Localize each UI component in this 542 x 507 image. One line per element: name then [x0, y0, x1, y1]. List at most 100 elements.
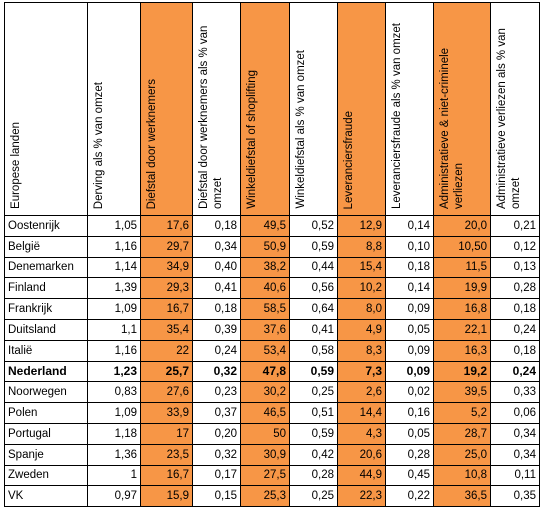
table-body: Oostenrijk 1,05 17,6 0,18 49,5 0,52 12,9 0,14 20… — [4, 215, 540, 507]
value-cell: 14,4 — [337, 402, 386, 424]
country-cell: Frankrijk — [4, 298, 88, 320]
value-cell: 1 — [87, 464, 141, 487]
country-cell: Polen — [4, 402, 88, 424]
value-cell: 10,2 — [337, 277, 386, 300]
value-cell: 0,97 — [87, 485, 141, 507]
value-cell: 1,09 — [87, 402, 141, 424]
value-cell: 38,2 — [240, 256, 290, 279]
column-header: Administratieve verliezen als % van omze… — [490, 2, 540, 216]
value-cell: 25,0 — [433, 443, 491, 466]
table-row: Portugal 1,18 17 0,20 50 0,59 4,3 0,05 28,7 0,34 — [4, 422, 540, 445]
table-row: Zweden 1 16,7 0,17 27,5 0,28 44,9 0,45 10,8 0,11 — [4, 464, 540, 487]
column-header-text: Leveranciersfraude als % van omzet — [391, 22, 403, 209]
value-cell: 50,9 — [240, 235, 290, 258]
value-cell: 0,21 — [490, 215, 540, 237]
country-cell: Zweden — [4, 464, 88, 487]
value-cell: 1,16 — [87, 235, 141, 258]
value-cell: 16,7 — [140, 298, 193, 320]
value-cell: 8,3 — [337, 339, 386, 362]
column-header-text: Diefstal door werknemers — [146, 78, 158, 209]
column-header: Europese landen — [4, 2, 88, 216]
value-cell: 19,2 — [433, 360, 491, 383]
value-cell: 0,40 — [192, 256, 241, 279]
column-header: Diefstal door werknemers als % van omzet — [192, 2, 241, 216]
value-cell: 0,09 — [385, 298, 434, 320]
table-row: Finland 1,39 29,3 0,41 40,6 0,56 10,2 0,14 19,9 0… — [4, 277, 540, 300]
value-cell: 27,6 — [140, 381, 193, 404]
value-cell: 0,35 — [490, 485, 540, 507]
table-row: Italië 1,16 22 0,24 53,4 0,58 8,3 0,09 16,3 0,18 — [4, 339, 540, 362]
value-cell: 0,41 — [289, 318, 338, 341]
column-header: Leveranciersfraude — [337, 2, 386, 216]
table-row: België 1,16 29,7 0,34 50,9 0,59 8,8 0,10 10,50 0,… — [4, 235, 540, 258]
country-cell: Spanje — [4, 443, 88, 466]
column-header: Winkeldiefstal of shoplifting — [240, 2, 290, 216]
table-row: Polen 1,09 33,9 0,37 46,5 0,51 14,4 0,16 5,2 0,06 — [4, 402, 540, 424]
value-cell: 0,42 — [289, 443, 338, 466]
value-cell: 19,9 — [433, 277, 491, 300]
data-table: Europese landen Derving als % van omzet Di… — [4, 2, 540, 507]
value-cell: 0,02 — [385, 381, 434, 404]
value-cell: 1,14 — [87, 256, 141, 279]
table-row: Denemarken 1,14 34,9 0,40 38,2 0,44 15,4 0,18 11… — [4, 256, 540, 279]
value-cell: 0,20 — [192, 422, 241, 445]
value-cell: 0,28 — [490, 277, 540, 300]
table-row: Oostenrijk 1,05 17,6 0,18 49,5 0,52 12,9 0,14 20… — [4, 215, 540, 237]
value-cell: 4,9 — [337, 318, 386, 341]
country-cell: Nederland — [4, 360, 88, 383]
table-row: Noorwegen 0,83 27,6 0,23 30,2 0,25 2,6 0,02 39,5… — [4, 381, 540, 404]
column-header-text: Administratieve & niet-criminele verliez… — [439, 47, 465, 209]
column-header: Derving als % van omzet — [87, 2, 141, 216]
value-cell: 0,23 — [192, 381, 241, 404]
value-cell: 35,4 — [140, 318, 193, 341]
country-cell: België — [4, 235, 88, 258]
column-header: Administratieve & niet-criminele verliez… — [433, 2, 491, 216]
value-cell: 33,9 — [140, 402, 193, 424]
value-cell: 0,16 — [385, 402, 434, 424]
table-row: Frankrijk 1,09 16,7 0,18 58,5 0,64 8,0 0,09 16,8… — [4, 298, 540, 320]
value-cell: 12,9 — [337, 215, 386, 237]
value-cell: 0,14 — [385, 215, 434, 237]
column-header-text: Diefstal door werknemers als % van omzet — [198, 25, 224, 209]
column-header-text: Administratieve verliezen als % van omze… — [496, 28, 522, 209]
value-cell: 0,18 — [490, 339, 540, 362]
value-cell: 17,6 — [140, 215, 193, 237]
value-cell: 1,18 — [87, 422, 141, 445]
value-cell: 4,3 — [337, 422, 386, 445]
value-cell: 0,24 — [490, 318, 540, 341]
table-row: Duitsland 1,1 35,4 0,39 37,6 0,41 4,9 0,05 22,1 0… — [4, 318, 540, 341]
value-cell: 0,18 — [192, 215, 241, 237]
value-cell: 22,1 — [433, 318, 491, 341]
value-cell: 0,09 — [385, 360, 434, 383]
value-cell: 30,9 — [240, 443, 290, 466]
value-cell: 36,5 — [433, 485, 491, 507]
value-cell: 0,58 — [289, 339, 338, 362]
column-header-text: Europese landen — [10, 122, 22, 209]
value-cell: 40,6 — [240, 277, 290, 300]
value-cell: 0,34 — [490, 422, 540, 445]
value-cell: 15,4 — [337, 256, 386, 279]
value-cell: 0,10 — [385, 235, 434, 258]
country-cell: Italië — [4, 339, 88, 362]
value-cell: 0,14 — [385, 277, 434, 300]
value-cell: 20,6 — [337, 443, 386, 466]
value-cell: 0,05 — [385, 422, 434, 445]
value-cell: 0,05 — [385, 318, 434, 341]
value-cell: 0,18 — [192, 298, 241, 320]
value-cell: 50 — [240, 422, 290, 445]
value-cell: 0,15 — [192, 485, 241, 507]
table-row: Spanje 1,36 23,5 0,32 30,9 0,42 20,6 0,28 25,0 0,… — [4, 443, 540, 466]
column-header: Leveranciersfraude als % van omzet — [385, 2, 434, 216]
value-cell: 1,23 — [87, 360, 141, 383]
value-cell: 0,17 — [192, 464, 241, 487]
table-row: Nederland 1,23 25,7 0,32 47,8 0,59 7,3 0,09 19,2… — [4, 360, 540, 383]
value-cell: 10,50 — [433, 235, 491, 258]
country-cell: VK — [4, 485, 88, 507]
column-header: Winkeldiefstal als % van omzet — [289, 2, 338, 216]
value-cell: 27,5 — [240, 464, 290, 487]
value-cell: 0,24 — [490, 360, 540, 383]
value-cell: 47,8 — [240, 360, 290, 383]
value-cell: 22 — [140, 339, 193, 362]
value-cell: 0,22 — [385, 485, 434, 507]
value-cell: 0,28 — [289, 464, 338, 487]
